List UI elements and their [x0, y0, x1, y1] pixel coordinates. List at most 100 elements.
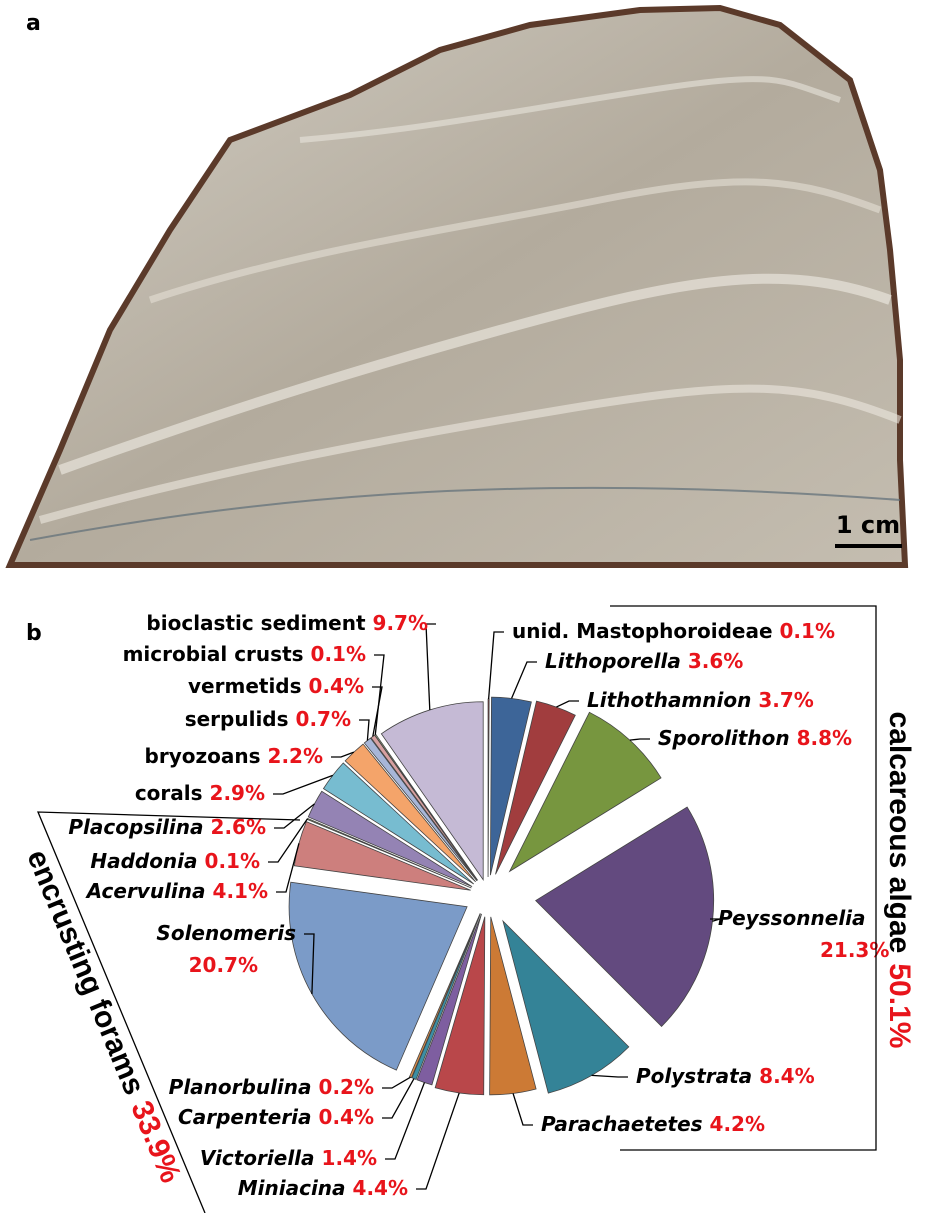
group-bracket [610, 605, 877, 1151]
slice-label: Planorbulina 0.2% [169, 1075, 374, 1099]
category-name: unid. Mastophoroideae [512, 619, 773, 643]
pie-slice [495, 700, 576, 875]
category-name: Sporolithon [658, 726, 790, 750]
leader-line [359, 719, 370, 741]
value-label: 0.7% [296, 707, 351, 731]
category-name: Polystrata [636, 1064, 752, 1088]
value-label: 0.2% [319, 1075, 374, 1099]
category-name: bioclastic sediment [146, 611, 366, 635]
leader-line [416, 1092, 460, 1190]
group-value: 50.1% [883, 963, 916, 1048]
value-label: 21.3% [820, 938, 889, 962]
category-name: Parachaetetes [541, 1112, 703, 1136]
leader-line [556, 700, 579, 708]
leader-line [304, 933, 315, 995]
category-name: Acervulina [85, 879, 206, 903]
group-label: calcareous algae 50.1% [883, 712, 916, 1049]
value-label: 0.1% [205, 849, 260, 873]
leader-line [385, 1082, 426, 1160]
slice-label: Placopsilina 2.6% [68, 815, 266, 839]
leader-line [510, 661, 537, 699]
leader-line [374, 654, 385, 735]
scale-bar-label: 1 cm [836, 511, 900, 539]
pie-slice [380, 701, 484, 882]
leader-line [268, 818, 308, 863]
pie-slice [535, 806, 715, 1027]
leader-line [273, 774, 333, 795]
pie-slice [344, 743, 476, 883]
category-name: Miniacina [238, 1176, 346, 1200]
slice-label: Parachaetetes 4.2% [541, 1112, 765, 1136]
value-label: 3.6% [688, 649, 743, 673]
pie-slice [487, 698, 490, 878]
leader-line [274, 803, 315, 829]
category-name: bryozoans [145, 744, 261, 768]
category-name: Solenomeris [156, 921, 296, 945]
value-label: 0.1% [311, 642, 366, 666]
leader-line [382, 1078, 415, 1119]
category-name: Lithothamnion [587, 688, 751, 712]
slice-label: Lithothamnion 3.7% [587, 688, 814, 712]
leader-line [710, 918, 721, 922]
slice-label: vermetids 0.4% [188, 674, 364, 698]
category-name: serpulids [185, 707, 289, 731]
pie-slice [489, 916, 537, 1096]
slice-label: Polystrata 8.4% [636, 1064, 815, 1088]
value-label: 4.4% [353, 1176, 408, 1200]
category-name: Carpenteria [178, 1105, 312, 1129]
value-label: 0.4% [319, 1105, 374, 1129]
slice-label: Lithoporella 3.6% [545, 649, 743, 673]
value-label: 2.2% [268, 744, 323, 768]
leader-line [487, 631, 504, 700]
slice-label: unid. Mastophoroideae 0.1% [512, 619, 835, 643]
slice-label: Haddonia 0.1% [90, 849, 260, 873]
value-label: 4.2% [710, 1112, 765, 1136]
leader-line [425, 623, 436, 710]
pie-slice [434, 916, 486, 1096]
leader-line [276, 843, 300, 893]
category-name: Victoriella [200, 1146, 315, 1170]
slice-label: Peyssonnelia 21.3% [718, 906, 889, 962]
value-label: 2.9% [210, 781, 265, 805]
category-name: Planorbulina [169, 1075, 312, 1099]
panel-label: b [26, 621, 42, 646]
pie-slice [416, 913, 482, 1086]
pie-slice [508, 711, 662, 873]
photo [5, 4, 909, 568]
category-name: microbial crusts [123, 642, 304, 666]
value-label: 3.7% [758, 688, 813, 712]
leader-line [591, 1074, 628, 1078]
leader-line [512, 1093, 533, 1126]
pie-slice [502, 919, 630, 1094]
pie-slice [489, 696, 532, 876]
value-label: 1.4% [322, 1146, 377, 1170]
value-label: 4.1% [213, 879, 268, 903]
slice-label: microbial crusts 0.1% [123, 642, 366, 666]
value-label: 20.7% [189, 953, 258, 977]
value-label: 8.4% [759, 1064, 814, 1088]
slice-label: Sporolithon 8.8% [658, 726, 852, 750]
slice-label: Miniacina 4.4% [238, 1176, 408, 1200]
value-label: 0.4% [309, 674, 364, 698]
leader-line [331, 751, 355, 758]
slice-label: serpulids 0.7% [185, 707, 351, 731]
group-bracket [37, 811, 301, 1214]
value-label: 8.8% [797, 726, 852, 750]
category-name: corals [135, 781, 203, 805]
panel-label: a [26, 11, 41, 36]
slice-label: Carpenteria 0.4% [178, 1105, 374, 1129]
leader-line [382, 1076, 411, 1089]
slice-label: Victoriella 1.4% [200, 1146, 377, 1170]
leader-line [372, 686, 383, 737]
slice-label: bioclastic sediment 9.7% [146, 611, 428, 635]
category-name: Peyssonnelia [718, 906, 866, 930]
value-label: 0.1% [780, 619, 835, 643]
group-name: calcareous algae [883, 712, 916, 954]
slice-label: bryozoans 2.2% [145, 744, 323, 768]
slice-label: Acervulina 4.1% [85, 879, 268, 903]
slice-label: corals 2.9% [135, 781, 265, 805]
value-label: 9.7% [373, 611, 428, 635]
category-name: Placopsilina [68, 815, 203, 839]
slice-label: Solenomeris 20.7% [156, 921, 296, 977]
